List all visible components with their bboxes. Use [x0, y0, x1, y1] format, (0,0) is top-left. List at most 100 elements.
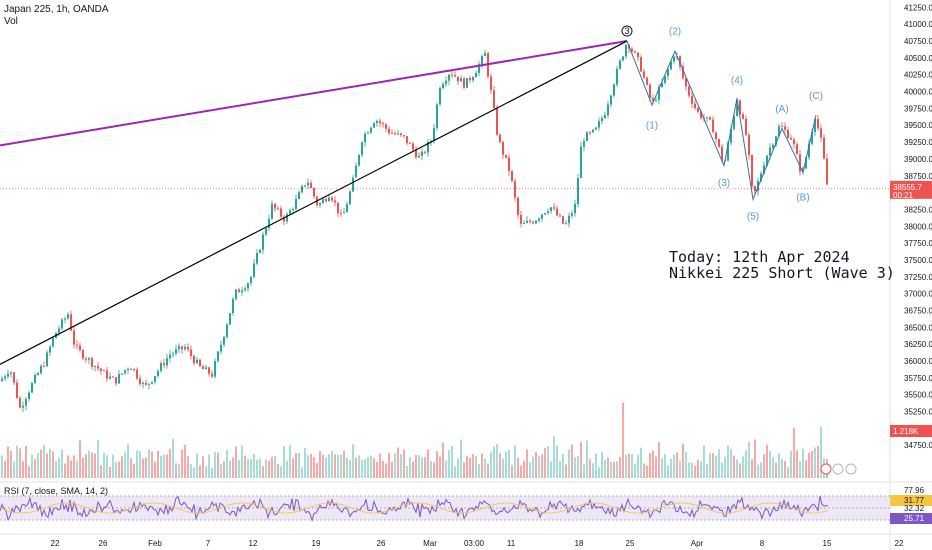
- volume-bar: [391, 461, 393, 478]
- candle-body: [556, 208, 558, 216]
- volume-bar: [484, 458, 486, 478]
- x-tick-label: 12: [249, 539, 258, 548]
- candle-body: [58, 328, 60, 333]
- volume-bar: [607, 457, 609, 478]
- candle-body: [736, 100, 738, 116]
- candle-body: [193, 356, 195, 364]
- candle-body: [529, 220, 531, 223]
- volume-bar: [583, 464, 585, 478]
- volume-bar: [130, 458, 132, 478]
- volume-bar: [601, 452, 603, 478]
- candle-body: [202, 366, 204, 370]
- volume-bar: [718, 449, 720, 478]
- candle-body: [154, 376, 156, 382]
- volume-bar: [580, 442, 582, 478]
- volume-bar: [181, 449, 183, 478]
- candle-body: [106, 370, 108, 379]
- candle-body: [181, 346, 183, 350]
- volume-bar: [436, 451, 438, 478]
- volume-bar: [412, 461, 414, 478]
- candle-body: [319, 203, 321, 206]
- volume-bar: [403, 449, 405, 478]
- volume-bar: [205, 466, 207, 478]
- volume-bar: [289, 445, 291, 478]
- volume-bar: [673, 454, 675, 478]
- volume-bar: [190, 464, 192, 478]
- candle-body: [88, 358, 90, 360]
- volume-bar: [94, 453, 96, 478]
- y-tick-label: 41000.0: [904, 20, 932, 29]
- volume-bar: [481, 453, 483, 478]
- volume-bar: [286, 461, 288, 478]
- candle-body: [280, 208, 282, 217]
- candle-body: [544, 213, 546, 215]
- volume-bar: [334, 454, 336, 478]
- candle-body: [493, 90, 495, 108]
- volume-bar: [172, 438, 174, 478]
- candle-body: [241, 290, 243, 293]
- volume-bar: [520, 465, 522, 478]
- candle-body: [715, 132, 717, 139]
- y-tick-label: 34750.0: [904, 441, 932, 450]
- candle-body: [364, 133, 366, 143]
- volume-bar: [757, 464, 759, 478]
- candle-body: [481, 55, 483, 65]
- volume-bar: [439, 456, 441, 478]
- candle-body: [28, 392, 30, 400]
- volume-bar: [556, 445, 558, 478]
- volume-bar: [565, 464, 567, 478]
- volume-bar: [502, 458, 504, 478]
- candle-body: [127, 368, 129, 371]
- candle-body: [169, 354, 171, 359]
- volume-bar: [787, 467, 789, 478]
- x-tick-label: 26: [99, 539, 108, 548]
- y-tick-label: 37250.0: [904, 273, 932, 282]
- y-tick-label: 36750.0: [904, 306, 932, 315]
- volume-bar: [103, 452, 105, 478]
- volume-bar: [466, 456, 468, 478]
- candle-body: [1, 378, 3, 382]
- volume-bar: [631, 454, 633, 478]
- candle-body: [262, 234, 264, 250]
- candle-body: [244, 288, 246, 291]
- candle-body: [445, 80, 447, 85]
- volume-bar: [301, 467, 303, 478]
- candle-body: [7, 373, 9, 377]
- y-tick-label: 35750.0: [904, 374, 932, 383]
- candle-body: [271, 203, 273, 219]
- y-tick-label: 39500.0: [904, 121, 932, 130]
- volume-bar: [142, 458, 144, 478]
- candle-body: [823, 137, 825, 159]
- candle-body: [223, 336, 225, 345]
- candle-body: [634, 51, 636, 53]
- candle-body: [100, 368, 102, 372]
- candle-body: [685, 78, 687, 87]
- y-tick-label: 35500.0: [904, 391, 932, 400]
- candle-body: [325, 199, 327, 202]
- candle-body: [700, 111, 702, 119]
- volume-bar: [514, 445, 516, 478]
- candle-body: [607, 104, 609, 116]
- y-tick-label: 36000.0: [904, 357, 932, 366]
- candle-body: [295, 198, 297, 209]
- volume-bar: [352, 444, 354, 478]
- candle-body: [577, 178, 579, 205]
- candle-body: [64, 318, 66, 320]
- black-trendline: [0, 40, 628, 365]
- volume-bar: [643, 463, 645, 478]
- x-tick-label: 11: [507, 539, 516, 548]
- volume-bar: [208, 454, 210, 478]
- volume-bar: [760, 462, 762, 478]
- volume-bar: [655, 456, 657, 478]
- volume-bar: [547, 446, 549, 478]
- candle-body: [763, 165, 765, 174]
- volume-bar: [304, 447, 306, 478]
- candle-body: [427, 142, 429, 153]
- candle-body: [547, 211, 549, 214]
- volume-bar: [628, 453, 630, 478]
- candle-body: [151, 381, 153, 384]
- candle-body: [790, 138, 792, 140]
- candle-body: [760, 173, 762, 182]
- volume-tag: [890, 425, 932, 437]
